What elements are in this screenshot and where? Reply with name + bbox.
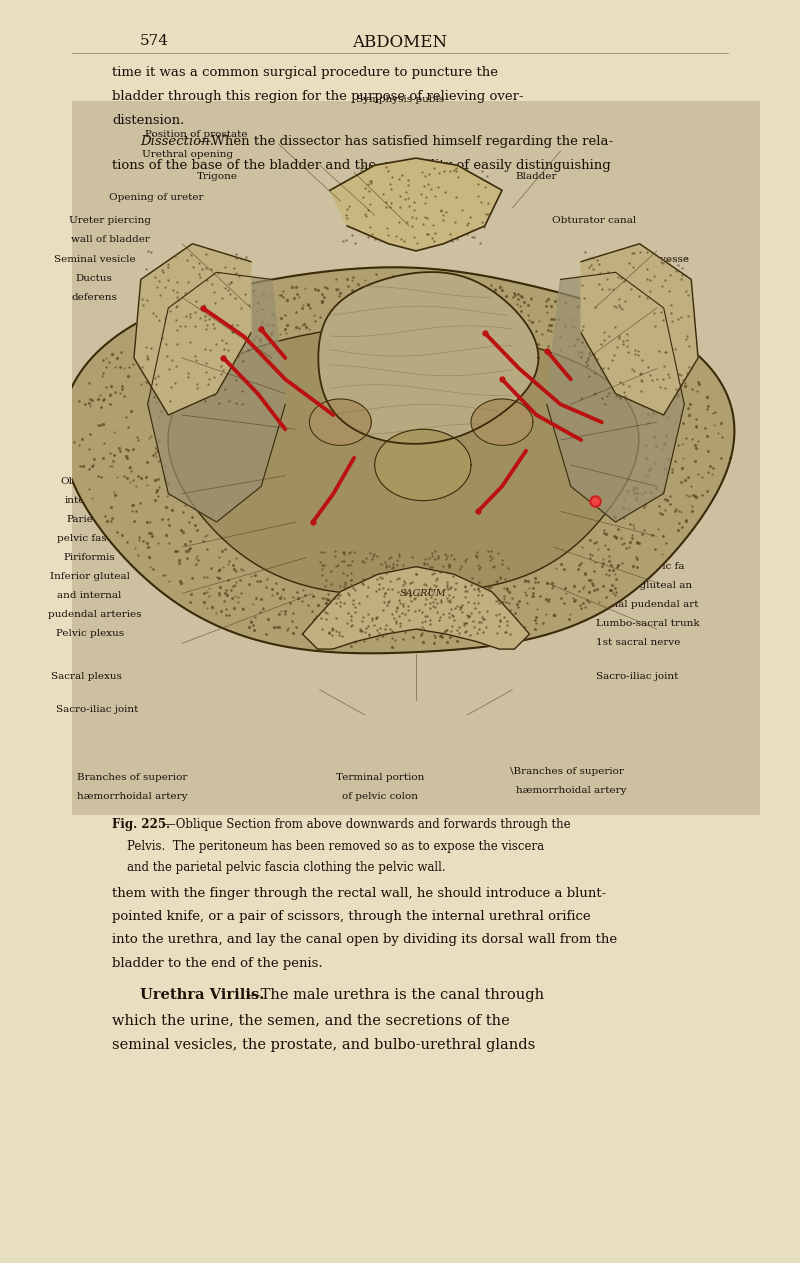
Text: hæmorrhoidal artery: hæmorrhoidal artery bbox=[516, 786, 626, 794]
Text: Sacro-iliac joint: Sacro-iliac joint bbox=[57, 705, 138, 714]
Text: tions of the base of the bladder and the  possibility of easily distinguishing: tions of the base of the bladder and the… bbox=[112, 159, 610, 172]
Text: which the urine, the semen, and the secretions of the: which the urine, the semen, and the secr… bbox=[112, 1013, 510, 1027]
Polygon shape bbox=[330, 158, 502, 251]
Text: rhoidal arteri-: rhoidal arteri- bbox=[604, 350, 678, 359]
Text: Obturator: Obturator bbox=[60, 477, 113, 486]
Text: distension.: distension. bbox=[112, 114, 184, 126]
Text: time it was a common surgical procedure to puncture the: time it was a common surgical procedure … bbox=[112, 66, 498, 78]
Text: wall of bladder: wall of bladder bbox=[71, 235, 150, 244]
Polygon shape bbox=[168, 325, 639, 595]
Text: ternal pudendal art: ternal pudendal art bbox=[596, 600, 698, 609]
Text: —Oblique Section from above downwards and forwards through the: —Oblique Section from above downwards an… bbox=[164, 818, 570, 831]
Polygon shape bbox=[581, 244, 698, 416]
Text: artery piercing: artery piercing bbox=[596, 543, 675, 552]
Text: Seminal vesicle: Seminal vesicle bbox=[54, 255, 135, 264]
Text: and the parietal pelvic fascia clothing the pelvic wall.: and the parietal pelvic fascia clothing … bbox=[112, 861, 446, 874]
Text: and nerve: and nerve bbox=[604, 274, 657, 283]
Text: Opening of ureter: Opening of ureter bbox=[109, 193, 203, 202]
Polygon shape bbox=[310, 399, 371, 446]
Polygon shape bbox=[471, 399, 533, 446]
Text: Urethral opening: Urethral opening bbox=[142, 150, 234, 159]
Text: ABDOMEN: ABDOMEN bbox=[353, 34, 447, 51]
Text: Obturator vesse: Obturator vesse bbox=[604, 255, 689, 264]
Text: —The male urethra is the canal through: —The male urethra is the canal through bbox=[246, 988, 545, 1002]
Text: seminal vesicles, the prostate, and bulbo-urethral glands: seminal vesicles, the prostate, and bulb… bbox=[112, 1038, 535, 1052]
Text: 574: 574 bbox=[140, 34, 169, 48]
Text: parietal pelvic fa: parietal pelvic fa bbox=[596, 562, 685, 571]
Text: pointed knife, or a pair of scissors, through the internal urethral orifice: pointed knife, or a pair of scissors, th… bbox=[112, 909, 590, 923]
Text: hæmorrhoidal artery: hæmorrhoidal artery bbox=[77, 792, 187, 801]
Text: Ductus: Ductus bbox=[76, 274, 113, 283]
Text: Lumbo-sacral trunk: Lumbo-sacral trunk bbox=[596, 619, 700, 628]
Text: bladder through this region for the purpose of relieving over-: bladder through this region for the purp… bbox=[112, 90, 524, 102]
Text: Superior glutea: Superior glutea bbox=[596, 524, 678, 533]
Text: \Branches of superior: \Branches of superior bbox=[510, 767, 624, 775]
Text: pelvic fascia: pelvic fascia bbox=[58, 534, 122, 543]
Text: middle hæmo-: middle hæmo- bbox=[604, 331, 679, 340]
Text: Sacral plexus: Sacral plexus bbox=[51, 672, 122, 681]
Text: Pelvic plexus: Pelvic plexus bbox=[55, 629, 124, 638]
Text: SACRUM: SACRUM bbox=[399, 589, 446, 597]
Text: 1st sacral nerve: 1st sacral nerve bbox=[596, 638, 680, 647]
Polygon shape bbox=[302, 567, 530, 649]
Text: Ureter piercing: Ureter piercing bbox=[70, 216, 151, 225]
Text: Parietal: Parietal bbox=[66, 515, 106, 524]
Polygon shape bbox=[134, 244, 251, 416]
Text: Obturator canal: Obturator canal bbox=[552, 216, 636, 225]
Text: —When the dissector has satisfied himself regarding the rela-: —When the dissector has satisfied himsel… bbox=[198, 135, 614, 148]
Text: Parietal pelv: Parietal pelv bbox=[596, 477, 662, 486]
Text: Inferior gluteal: Inferior gluteal bbox=[50, 572, 130, 581]
Text: Pelvis.  The peritoneum has been removed so as to expose the viscera: Pelvis. The peritoneum has been removed … bbox=[112, 840, 544, 853]
Text: bladder to the end of the penis.: bladder to the end of the penis. bbox=[112, 957, 322, 970]
Polygon shape bbox=[546, 273, 684, 522]
Text: Position of prostate: Position of prostate bbox=[145, 130, 247, 139]
Text: Dissection.: Dissection. bbox=[140, 135, 214, 148]
Text: of pelvic colon: of pelvic colon bbox=[342, 792, 418, 801]
Text: Sacro-iliac joint: Sacro-iliac joint bbox=[596, 672, 678, 681]
Text: pudendal arteries: pudendal arteries bbox=[48, 610, 141, 619]
Polygon shape bbox=[318, 272, 538, 443]
Text: Terminal portion: Terminal portion bbox=[336, 773, 424, 782]
Polygon shape bbox=[374, 429, 471, 500]
Text: internus: internus bbox=[64, 496, 109, 505]
Text: them with the finger through the rectal wall, he should introduce a blunt-: them with the finger through the rectal … bbox=[112, 887, 606, 899]
Text: Piriformis: Piriformis bbox=[64, 553, 115, 562]
Polygon shape bbox=[148, 273, 286, 522]
Text: Symphysis pubis: Symphysis pubis bbox=[356, 95, 444, 104]
Text: deferens: deferens bbox=[71, 293, 118, 302]
Text: Pelvic p: Pelvic p bbox=[604, 369, 645, 378]
Text: Bladder: Bladder bbox=[515, 172, 557, 181]
Text: Inferior gluteal an: Inferior gluteal an bbox=[596, 581, 692, 590]
Bar bbox=[72, 101, 760, 815]
Polygon shape bbox=[62, 268, 734, 653]
Text: Fig. 225.: Fig. 225. bbox=[112, 818, 170, 831]
Text: Inferior vesica: Inferior vesica bbox=[604, 312, 680, 321]
Text: Urethra Virilis.: Urethra Virilis. bbox=[140, 988, 264, 1002]
Text: Branches of superior: Branches of superior bbox=[77, 773, 187, 782]
Text: into the urethra, and lay the canal open by dividing its dorsal wall from the: into the urethra, and lay the canal open… bbox=[112, 933, 617, 946]
Text: Ureter: Ureter bbox=[604, 293, 639, 302]
Text: fascia: fascia bbox=[596, 496, 626, 505]
Text: and internal: and internal bbox=[58, 591, 122, 600]
Text: Trigone: Trigone bbox=[197, 172, 238, 181]
